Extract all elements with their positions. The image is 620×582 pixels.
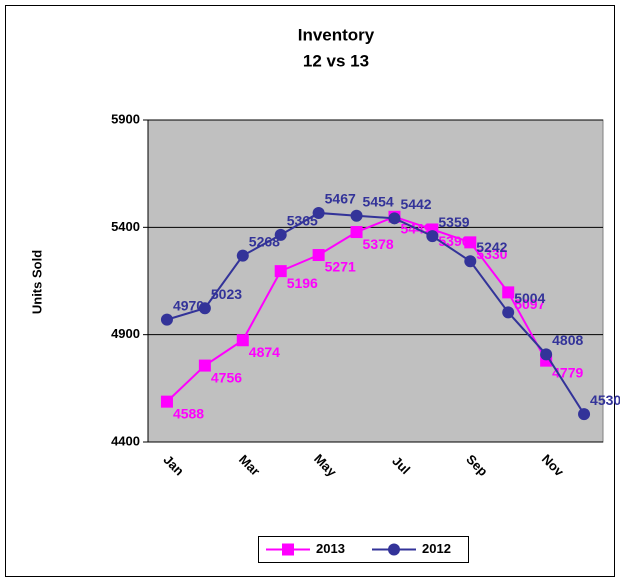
data-point <box>236 249 249 262</box>
data-label: 5097 <box>514 296 545 312</box>
data-label: 5442 <box>400 196 431 212</box>
data-label: 4874 <box>249 344 280 360</box>
data-label: 5454 <box>363 193 394 209</box>
plot-area <box>147 119 604 443</box>
data-point <box>236 334 249 347</box>
y-tick-label: 5900 <box>111 111 140 126</box>
data-label: 5365 <box>287 213 318 229</box>
y-tick-label: 5400 <box>111 219 140 234</box>
data-point <box>350 226 363 239</box>
data-point <box>426 230 439 243</box>
data-label: 5467 <box>325 191 356 207</box>
data-label: 5330 <box>476 246 507 262</box>
data-point <box>312 249 325 262</box>
data-point <box>160 313 173 326</box>
data-point <box>578 408 591 421</box>
legend-label: 2012 <box>422 541 451 556</box>
data-point <box>502 286 515 299</box>
data-label: 5023 <box>211 286 242 302</box>
data-point <box>388 212 401 225</box>
data-label: 5004 <box>514 290 545 306</box>
data-label: 4808 <box>552 332 583 348</box>
data-label: 4530 <box>590 392 620 408</box>
chart-subtitle: 12 vs 13 <box>303 51 369 70</box>
data-point <box>198 302 211 315</box>
data-point <box>464 255 477 268</box>
data-label: 4970 <box>173 297 204 313</box>
data-label: 4756 <box>211 369 242 385</box>
y-tick-label: 4900 <box>111 326 140 341</box>
data-point <box>198 359 211 372</box>
series-line <box>166 211 585 415</box>
data-label: 5271 <box>325 259 356 275</box>
data-point <box>464 236 477 249</box>
data-point <box>350 209 363 222</box>
data-point <box>502 306 515 319</box>
legend-marker <box>282 543 294 556</box>
chart-title: Inventory <box>298 25 375 44</box>
data-label: 5242 <box>476 239 507 255</box>
data-label: 5359 <box>438 214 469 230</box>
legend-label: 2013 <box>316 541 345 556</box>
data-label: 5268 <box>249 233 280 249</box>
data-label: 5378 <box>363 236 394 252</box>
data-point <box>274 265 287 278</box>
legend-marker <box>388 543 400 556</box>
y-axis-label: Units Sold <box>29 250 44 314</box>
y-tick-label: 4400 <box>111 433 140 448</box>
data-point <box>312 206 325 219</box>
data-label: 4588 <box>173 405 204 421</box>
data-point <box>160 395 173 408</box>
data-point <box>274 228 287 241</box>
data-point <box>540 348 553 361</box>
data-label: 5196 <box>287 275 318 291</box>
